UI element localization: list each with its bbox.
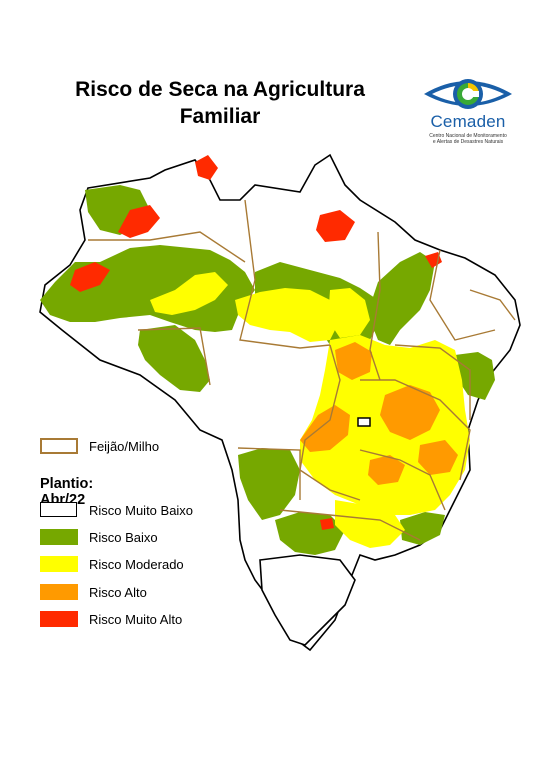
region-risco-alto-east: [418, 440, 458, 475]
state-boundary-go-mg: [360, 379, 471, 481]
state-boundary-ne: [429, 249, 496, 341]
map-title: Risco de Seca na Agricultura Familiar: [40, 76, 400, 130]
state-boundary-ne-2: [469, 289, 516, 321]
region-risco-muito-alto-roraima: [195, 155, 218, 180]
logo-subtitle-1: Centro Nacional de Monitoramento: [429, 133, 507, 139]
region-risco-muito-alto-amazonas-2: [70, 262, 110, 292]
logo-name: Cemaden: [430, 112, 506, 131]
legend-label: Risco Muito Alto: [89, 612, 183, 627]
state-boundary-center: [299, 344, 361, 501]
legend-swatch: [40, 529, 78, 545]
legend-label: Risco Moderado: [89, 557, 184, 572]
region-risco-baixo-maranhao: [370, 252, 435, 345]
legend-label: Risco Muito Baixo: [89, 503, 194, 518]
state-boundary-mg-sp: [359, 449, 446, 511]
region-risco-muito-alto-amazonas-1: [118, 205, 160, 238]
state-boundary-ro: [137, 327, 211, 386]
region-risco-alto-center: [380, 385, 440, 440]
region-risco-baixo-rondonia: [138, 325, 210, 392]
state-boundary-pa-ma: [369, 231, 381, 381]
state-boundary-ms: [237, 447, 301, 500]
region-risco-baixo-ms: [238, 448, 300, 520]
legend-label: Risco Alto: [89, 585, 147, 600]
legend-swatch: [40, 611, 78, 627]
map-title-line-2: Familiar: [179, 105, 261, 128]
legend-swatch: [40, 584, 78, 600]
region-risco-alto-north: [335, 342, 372, 380]
legend-swatch: [40, 556, 78, 572]
region-south-outline: [259, 554, 356, 646]
legend-crop-swatch: [40, 438, 78, 454]
legend-swatch: [40, 502, 77, 517]
cemaden-logo: Cemaden Centro Nacional de Monitoramento…: [418, 74, 522, 154]
region-risco-baixo-coast: [455, 352, 495, 400]
state-boundary-am-pa: [239, 199, 331, 349]
logo-subtitle-2: e Alertas de Desastres Naturais: [432, 139, 504, 145]
distrito-federal-box: [357, 417, 371, 427]
region-risco-alto-minas: [368, 455, 405, 485]
region-risco-moderado-south: [335, 500, 405, 548]
region-risco-moderado-para: [235, 288, 340, 342]
region-risco-moderado-amazonas: [150, 272, 228, 315]
state-boundary-ba: [394, 344, 471, 420]
legend-crop-label: Feijão/Milho: [89, 439, 160, 454]
region-risco-baixo-rj: [400, 512, 445, 545]
state-boundary-sp-pr: [279, 509, 421, 541]
region-risco-moderado-tocantins: [328, 288, 370, 338]
region-risco-muito-alto-amapa: [316, 210, 355, 242]
map-title-line-1: Risco de Seca na Agricultura: [75, 78, 365, 101]
legend-label: Risco Baixo: [89, 530, 158, 545]
region-risco-alto-west: [300, 405, 350, 452]
region-risco-muito-alto-sp: [320, 518, 334, 530]
state-boundary-am-north: [88, 231, 246, 263]
cemaden-eye-icon: [424, 79, 512, 109]
